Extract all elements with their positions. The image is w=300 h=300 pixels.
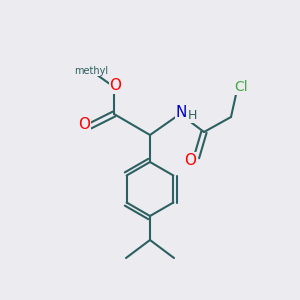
Text: Cl: Cl <box>235 80 248 94</box>
Text: H: H <box>188 109 197 122</box>
Text: O: O <box>110 78 122 93</box>
Text: O: O <box>184 153 196 168</box>
Text: O: O <box>78 117 90 132</box>
Text: methyl: methyl <box>74 65 109 76</box>
Text: N: N <box>176 105 187 120</box>
